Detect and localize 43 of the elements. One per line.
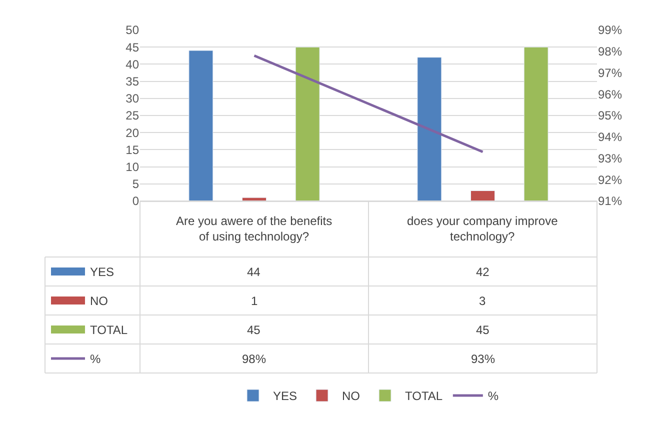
y2-tick-label: 93% [598,151,622,166]
x-tick-label: does your company improve technology? [407,214,558,244]
x-tick-label: Are you awere of the benefits of using technology? [176,214,332,244]
data-label: 98% [242,352,266,366]
y2-tick-label: 99% [598,23,622,38]
text: YES [273,389,298,404]
y-tick-label: 5 [132,177,140,192]
y2-tick-label: 97% [598,66,622,80]
data-label: 3 [479,294,486,308]
text: NO [342,389,360,404]
y-tick-label: 25 [126,108,140,123]
y-tick-label: 45 [126,40,140,54]
bar [524,46,548,201]
bar [188,50,214,201]
legend-label: TOTAL [405,389,443,404]
data-label: 45 [476,323,490,337]
y-tick-label: 20 [126,126,140,140]
y-tick-label: 15 [126,142,140,157]
legend-label: NO [90,294,108,308]
y-tick-label: 0 [132,194,140,208]
data-label: 1 [251,294,258,308]
bar [417,57,442,201]
data-label: 45 [247,323,261,337]
bar [295,46,320,201]
bar [470,190,495,201]
y2-tick-label: 92% [598,172,622,187]
text: % [90,352,101,366]
data-label: 44 [247,265,261,279]
data-label: 42 [476,265,490,279]
y2-tick-label: 96% [598,87,622,102]
text: TOTAL [90,323,128,337]
data-label: 93% [471,352,496,366]
y2-tick-label: 91% [598,194,622,208]
legend-label: % [488,389,499,404]
y-tick-label: 40 [126,57,140,72]
y2-tick-label: 95% [598,108,622,123]
y-tick-label: 10 [126,160,140,174]
y-tick-label: 30 [126,92,140,106]
y2-tick-label: 94% [598,130,622,144]
y-tick-label: 50 [126,23,140,38]
y2-tick-label: 98% [598,44,622,59]
legend-label: YES [90,265,114,279]
y-tick-label: 35 [126,74,140,88]
